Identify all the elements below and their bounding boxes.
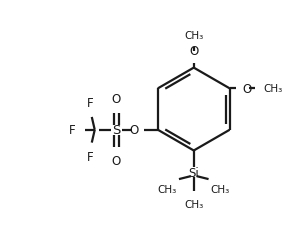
- Text: O: O: [189, 44, 198, 57]
- Text: S: S: [112, 124, 121, 137]
- Text: Si: Si: [188, 166, 199, 179]
- Text: F: F: [86, 97, 93, 110]
- Text: CH₃: CH₃: [158, 184, 177, 194]
- Text: O: O: [112, 93, 121, 106]
- Text: F: F: [86, 151, 93, 164]
- Text: CH₃: CH₃: [211, 184, 230, 194]
- Text: O: O: [129, 124, 138, 137]
- Text: CH₃: CH₃: [184, 199, 203, 209]
- Text: CH₃: CH₃: [184, 31, 203, 41]
- Text: F: F: [69, 124, 76, 137]
- Text: O: O: [112, 155, 121, 168]
- Text: CH₃: CH₃: [263, 84, 283, 94]
- Text: O: O: [242, 82, 252, 95]
